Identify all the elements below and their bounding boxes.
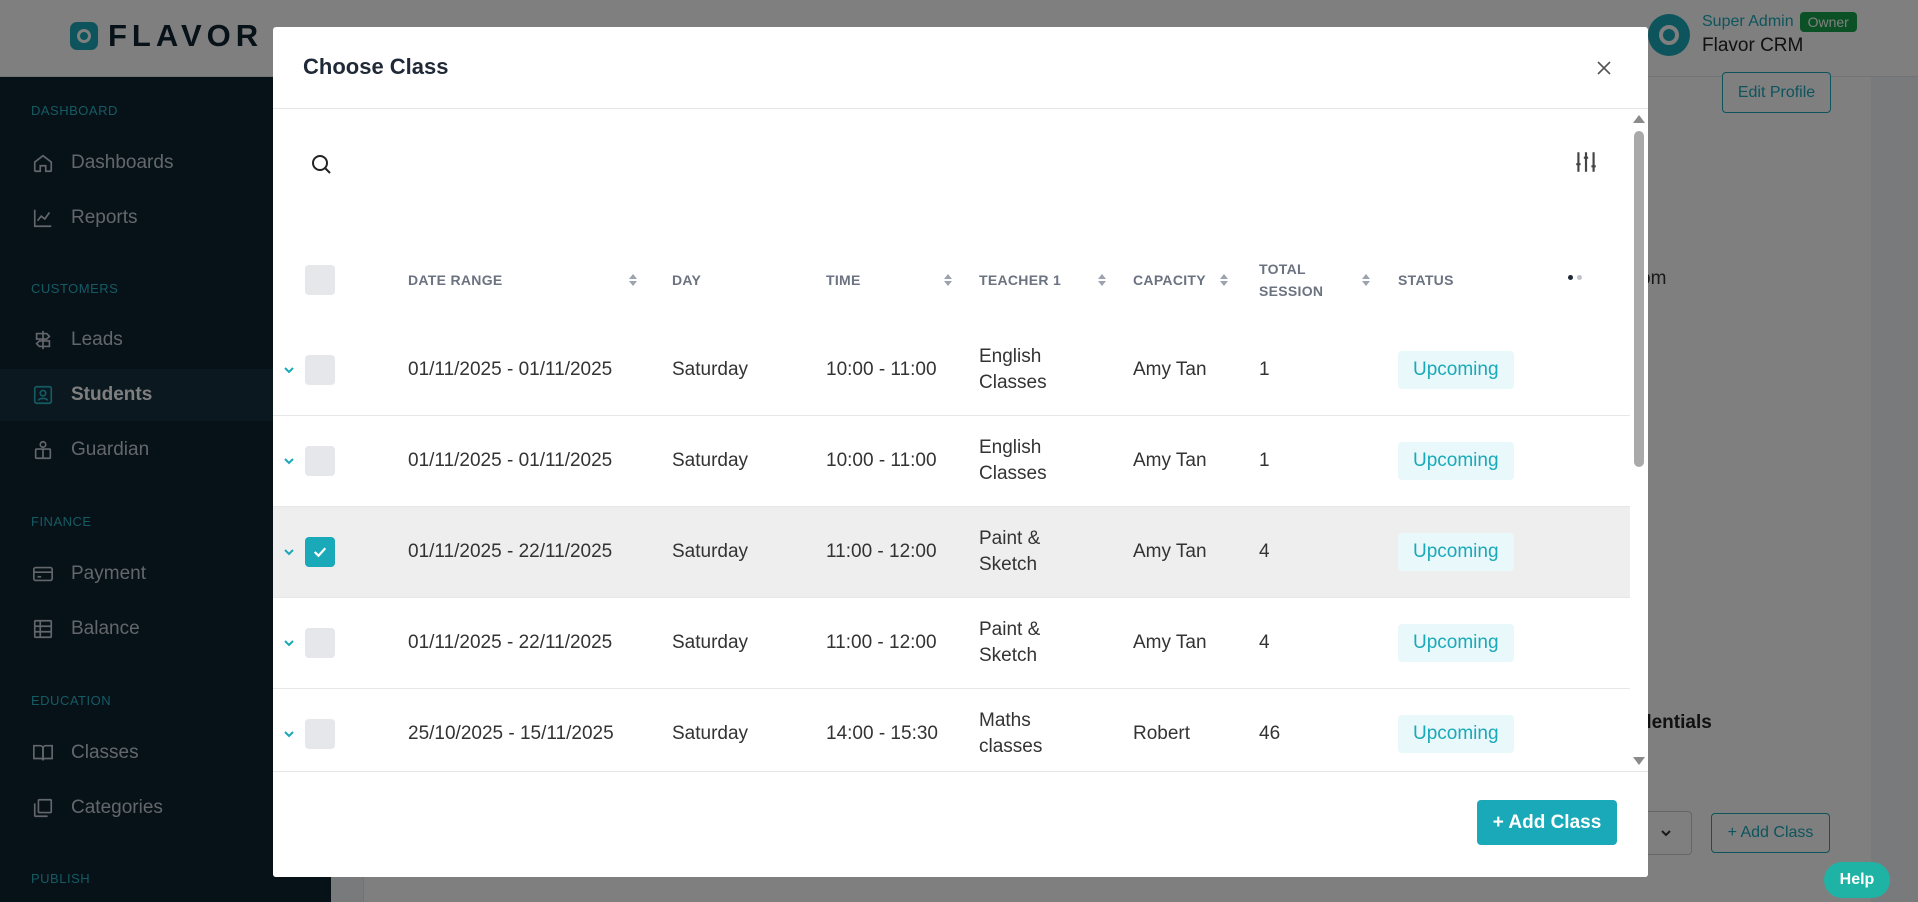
sort-icon: [629, 274, 637, 286]
expand-row-button[interactable]: [281, 689, 297, 779]
table-row[interactable]: 25/10/2025 - 15/11/2025 Saturday 14:00 -…: [273, 689, 1630, 780]
modal-footer: + Add Class: [273, 771, 1648, 877]
cell-class-name: Maths classes: [979, 710, 1043, 757]
scroll-up-arrow[interactable]: [1633, 115, 1645, 123]
cell-day: Saturday: [672, 723, 749, 744]
column-header-teacher[interactable]: TEACHER 1: [979, 235, 1107, 325]
row-checkbox[interactable]: [305, 537, 335, 567]
search-button[interactable]: [309, 152, 333, 176]
sort-icon: [1362, 274, 1370, 286]
status-badge: Upcoming: [1398, 715, 1514, 753]
cell-time: 10:00 - 11:00: [826, 359, 937, 380]
row-checkbox[interactable]: [305, 446, 335, 476]
cell-teacher: Robert: [1133, 723, 1191, 744]
column-header-total-session[interactable]: TOTAL SESSION: [1259, 235, 1371, 325]
cell-class-name: Paint & Sketch: [979, 619, 1041, 666]
scroll-down-arrow[interactable]: [1633, 757, 1645, 765]
cell-total-session: 4: [1259, 632, 1270, 653]
column-label: STATUS: [1398, 272, 1454, 288]
table-row[interactable]: 01/11/2025 - 01/11/2025 Saturday 10:00 -…: [273, 416, 1630, 507]
expand-row-button[interactable]: [281, 325, 297, 415]
column-label: TIME: [826, 272, 861, 288]
more-columns-icon[interactable]: [1568, 275, 1582, 280]
column-settings-button[interactable]: [1573, 149, 1599, 175]
sliders-icon: [1576, 152, 1596, 172]
modal-header: Choose Class: [273, 27, 1648, 109]
column-label: TEACHER 1: [979, 272, 1062, 288]
column-header-time[interactable]: TIME: [826, 235, 953, 325]
cell-class-name: English Classes: [979, 346, 1047, 393]
cell-total-session: 4: [1259, 541, 1270, 562]
table-row[interactable]: 01/11/2025 - 22/11/2025 Saturday 11:00 -…: [273, 507, 1630, 598]
column-label: DATE RANGE: [408, 272, 503, 288]
search-icon: [312, 155, 331, 174]
table-row[interactable]: 01/11/2025 - 01/11/2025 Saturday 10:00 -…: [273, 325, 1630, 416]
help-button[interactable]: Help: [1824, 862, 1890, 898]
column-label: TOTAL SESSION: [1259, 261, 1324, 299]
row-checkbox[interactable]: [305, 355, 335, 385]
row-checkbox[interactable]: [305, 628, 335, 658]
cell-teacher: Amy Tan: [1133, 632, 1207, 653]
column-header-capacity[interactable]: CAPACITY: [1133, 235, 1229, 325]
cell-teacher: Amy Tan: [1133, 359, 1207, 380]
chevron-down-icon: [284, 367, 294, 374]
table-row[interactable]: 01/11/2025 - 22/11/2025 Saturday 11:00 -…: [273, 598, 1630, 689]
sort-icon: [1220, 274, 1228, 286]
status-badge: Upcoming: [1398, 533, 1514, 571]
status-badge: Upcoming: [1398, 442, 1514, 480]
cell-day: Saturday: [672, 450, 749, 471]
cell-date-range: 25/10/2025 - 15/11/2025: [408, 723, 614, 744]
chevron-down-icon: [284, 731, 294, 738]
chevron-down-icon: [284, 640, 294, 647]
modal-title: Choose Class: [303, 54, 449, 79]
status-badge: Upcoming: [1398, 624, 1514, 662]
cell-date-range: 01/11/2025 - 01/11/2025: [408, 450, 613, 471]
cell-day: Saturday: [672, 632, 749, 653]
chevron-down-icon: [284, 549, 294, 556]
cell-time: 11:00 - 12:00: [826, 541, 937, 562]
status-badge: Upcoming: [1398, 351, 1514, 389]
cell-date-range: 01/11/2025 - 01/11/2025: [408, 359, 613, 380]
column-header-date-range[interactable]: DATE RANGE: [408, 235, 638, 325]
select-all-checkbox[interactable]: [305, 265, 335, 295]
expand-row-button[interactable]: [281, 416, 297, 506]
check-icon: [313, 547, 327, 558]
sort-icon: [944, 274, 952, 286]
cell-total-session: 46: [1259, 723, 1281, 744]
expand-row-button[interactable]: [281, 598, 297, 688]
cell-class-name: Paint & Sketch: [979, 528, 1041, 575]
cell-teacher: Amy Tan: [1133, 450, 1207, 471]
close-icon: [1597, 61, 1611, 75]
expand-row-button[interactable]: [281, 507, 297, 597]
cell-day: Saturday: [672, 541, 749, 562]
cell-day: Saturday: [672, 359, 749, 380]
choose-class-modal: Choose Class DATE RANGE DAY TIME: [273, 27, 1648, 877]
select-all-cell: [305, 235, 335, 325]
row-checkbox[interactable]: [305, 719, 335, 749]
add-class-button[interactable]: + Add Class: [1477, 800, 1617, 845]
cell-date-range: 01/11/2025 - 22/11/2025: [408, 541, 613, 562]
cell-class-name: English Classes: [979, 437, 1047, 484]
cell-total-session: 1: [1259, 359, 1270, 380]
column-label: CAPACITY: [1133, 272, 1206, 288]
cell-total-session: 1: [1259, 450, 1270, 471]
column-header-status[interactable]: STATUS: [1398, 235, 1454, 325]
cell-date-range: 01/11/2025 - 22/11/2025: [408, 632, 613, 653]
column-label: DAY: [672, 272, 702, 288]
cell-teacher: Amy Tan: [1133, 541, 1207, 562]
sort-icon: [1098, 274, 1106, 286]
cell-time: 14:00 - 15:30: [826, 723, 938, 744]
column-header-day[interactable]: DAY: [672, 235, 701, 325]
close-button[interactable]: [1593, 57, 1615, 79]
cell-time: 10:00 - 11:00: [826, 450, 937, 471]
chevron-down-icon: [284, 458, 294, 465]
cell-time: 11:00 - 12:00: [826, 632, 937, 653]
scrollbar-thumb[interactable]: [1634, 131, 1644, 467]
table-header: DATE RANGE DAY TIME TEACHER 1 CAPACITY: [273, 235, 1630, 325]
